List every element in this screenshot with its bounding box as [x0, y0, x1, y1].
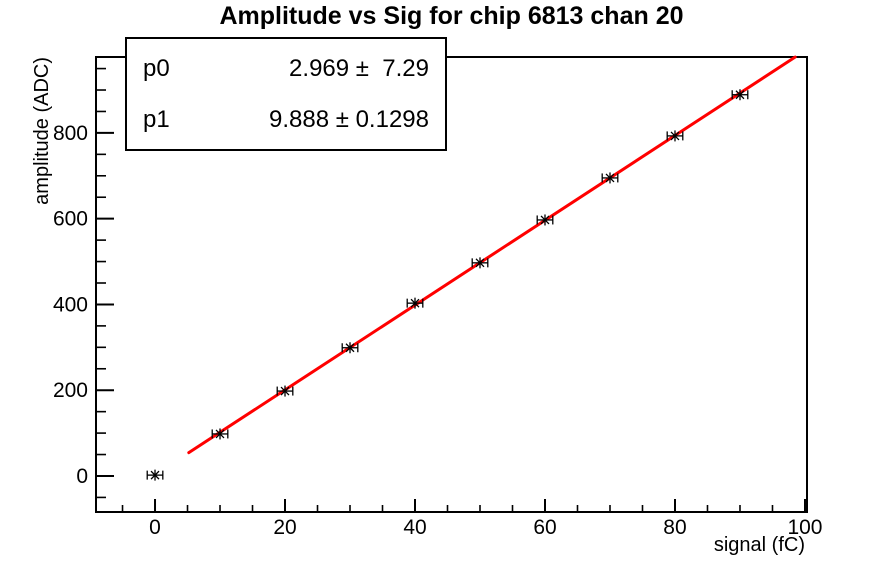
- data-point-marker: [601, 172, 619, 184]
- data-points-star: [146, 89, 749, 481]
- y-tick-label: 600: [53, 208, 88, 231]
- stats-p1-label: p1: [143, 105, 170, 133]
- fit-stats-box: p0 2.969 ± 7.29 p1 9.888 ± 0.1298: [125, 37, 447, 151]
- x-tick-label: 20: [273, 516, 296, 539]
- fit-line: [187, 55, 797, 455]
- stats-p1-value: 9.888 ± 0.1298: [269, 105, 429, 133]
- x-tick-label: 80: [663, 516, 686, 539]
- data-point-marker: [666, 130, 684, 142]
- data-point-marker: [146, 469, 164, 481]
- x-axis-ticks: 0 20 40 60 80 100: [121, 499, 823, 539]
- stats-row-p1: p1 9.888 ± 0.1298: [143, 106, 429, 134]
- data-point-marker: [536, 214, 554, 226]
- plot-frame: [95, 56, 808, 513]
- data-point-marker: [276, 385, 294, 397]
- x-tick-label: 60: [533, 516, 556, 539]
- y-tick-label: 0: [76, 465, 88, 488]
- y-tick-label: 200: [53, 379, 88, 402]
- stats-row-p0: p0 2.969 ± 7.29: [143, 55, 429, 83]
- data-point-marker: [406, 297, 424, 309]
- y-tick-label: 800: [53, 122, 88, 145]
- chart-title: Amplitude vs Sig for chip 6813 chan 20: [219, 2, 684, 30]
- x-tick-label: 40: [403, 516, 426, 539]
- x-axis-title: signal (fC): [714, 534, 805, 556]
- data-point-marker: [341, 342, 359, 354]
- stats-p0-label: p0: [143, 54, 170, 82]
- data-point-marker: [471, 257, 489, 269]
- y-axis-title: amplitude (ADC): [31, 57, 53, 205]
- data-point-marker: [731, 89, 749, 101]
- x-tick-label: 100: [787, 516, 822, 539]
- data-point-marker: [211, 428, 229, 440]
- y-tick-label: 400: [53, 293, 88, 316]
- stats-p0-value: 2.969 ± 7.29: [289, 54, 429, 82]
- y-axis-ticks: 0 200 400 600 800: [53, 67, 114, 499]
- x-tick-label: 0: [149, 516, 161, 539]
